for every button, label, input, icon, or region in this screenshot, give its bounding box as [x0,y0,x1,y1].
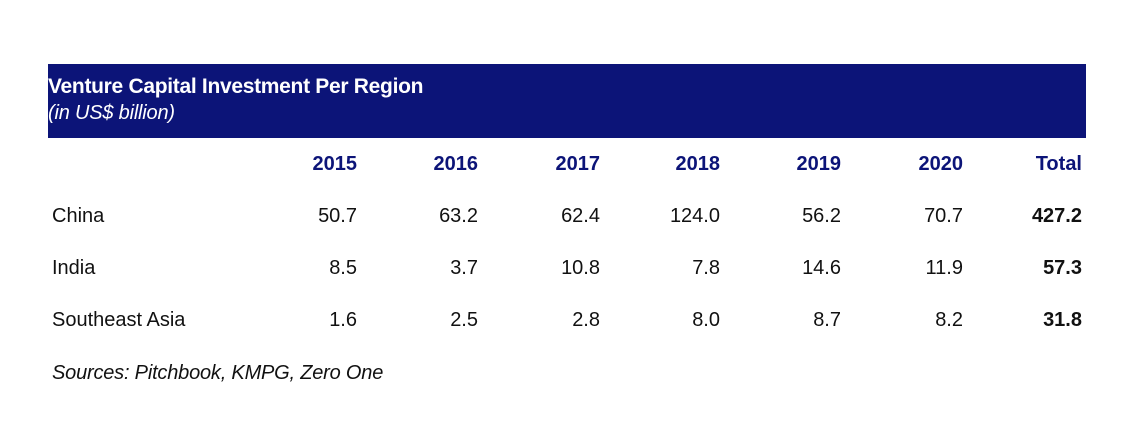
column-header: 2017 [555,152,601,175]
column-header: 2018 [675,152,721,175]
total-cell: 31.8 [1043,308,1082,331]
region-label: China [52,204,105,227]
table-row: India 8.5 3.7 10.8 7.8 14.6 11.9 57.3 [48,242,1086,294]
table-cell: 56.2 [802,204,841,227]
table-row: Southeast Asia 1.6 2.5 2.8 8.0 8.7 8.2 3… [48,294,1086,346]
table-cell: 50.7 [318,204,357,227]
column-header: 2015 [312,152,358,175]
table-subtitle: (in US$ billion) [48,102,175,124]
table-row: China 50.7 63.2 62.4 124.0 56.2 70.7 427… [48,190,1086,242]
table-cell: 70.7 [924,204,963,227]
column-header: 2016 [433,152,479,175]
region-label: India [52,256,96,279]
region-column-header [48,138,238,190]
column-header: 2019 [796,152,842,175]
table-cell: 3.7 [450,256,478,279]
table-cell: 1.6 [329,308,357,331]
column-header-row: 2015 2016 2017 2018 2019 2020 Total [48,138,1086,190]
table-cell: 63.2 [439,204,478,227]
table-cell: 8.2 [935,308,963,331]
table-cell: 10.8 [561,256,600,279]
table-cell: 14.6 [802,256,841,279]
table-cell: 8.7 [813,308,841,331]
table-title: Venture Capital Investment Per Region [48,75,424,98]
total-column-header: Total [1035,152,1082,175]
data-table: 2015 2016 2017 2018 2019 2020 Total Chin… [48,138,1086,346]
table-cell: 124.0 [669,204,720,227]
total-cell: 427.2 [1031,204,1082,227]
region-label: Southeast Asia [52,308,186,331]
table-header-banner: Venture Capital Investment Per Region (i… [48,64,1086,138]
table-cell: 2.5 [450,308,478,331]
table-cell: 8.5 [329,256,357,279]
table-cell: 11.9 [925,256,963,279]
column-header: 2020 [918,152,964,175]
table-cell: 62.4 [561,204,600,227]
table-cell: 8.0 [692,308,720,331]
table-cell: 7.8 [692,256,720,279]
source-note: Sources: Pitchbook, KMPG, Zero One [52,362,384,384]
total-cell: 57.3 [1043,256,1082,279]
table-cell: 2.8 [572,308,600,331]
